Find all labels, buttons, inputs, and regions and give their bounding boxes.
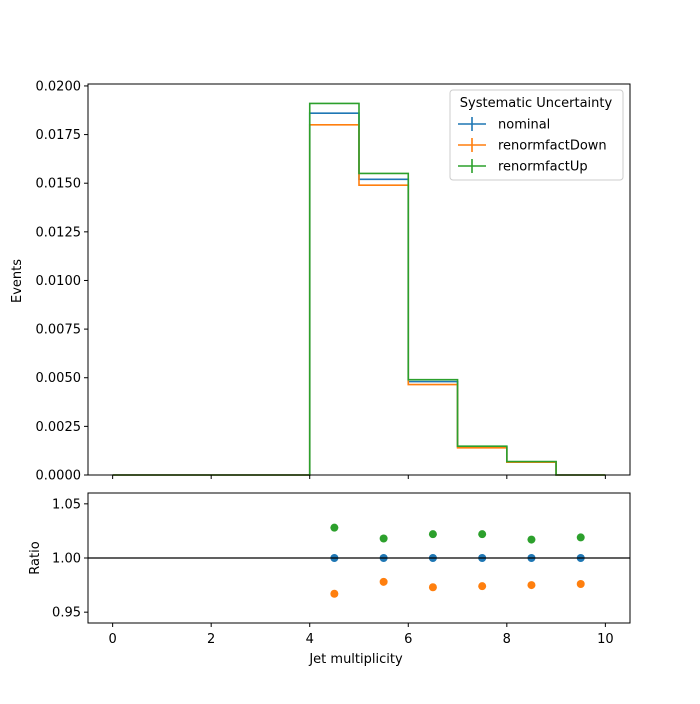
main-y-tick-label: 0.0150 [36, 177, 82, 192]
legend-label: renormfactUp [498, 160, 588, 175]
ratio-point-renormfactDown [478, 582, 487, 591]
main-y-tick-label: 0.0050 [36, 371, 82, 386]
ratio-y-tick-label: 1.05 [52, 497, 81, 512]
main-y-tick-label: 0.0175 [36, 128, 82, 143]
main-axes-frame [87, 83, 631, 476]
x-axis-label: Jet multiplicity [308, 652, 403, 667]
ratio-y-tick-label: 0.95 [52, 606, 81, 621]
ratio-y-axis-label: Ratio [28, 541, 43, 574]
legend-title: Systematic Uncertainty [460, 96, 613, 111]
x-tick-label: 4 [306, 632, 314, 647]
ratio-point-renormfactDown [576, 580, 585, 588]
main-y-tick-label: 0.0025 [36, 420, 82, 435]
main-y-axis-ticks: 0.0000 0.0025 0.0050 0.0075 0.0100 0.0125 0.01… [36, 79, 88, 484]
ratio-points [330, 523, 585, 598]
legend-entries: nominal renormfactDown renormfactUp [458, 117, 607, 175]
ratio-point-renormfactUp [478, 530, 487, 539]
legend-entry-renormfactDown: renormfactDown [458, 138, 607, 154]
x-tick-label: 10 [597, 632, 614, 647]
ratio-point-renormfactUp [527, 535, 536, 544]
ratio-point-renormfactDown [330, 589, 339, 598]
legend-entry-renormfactUp: renormfactUp [458, 159, 588, 175]
main-y-tick-label: 0.0100 [36, 274, 82, 289]
ratio-y-axis-ticks: 0.95 1.00 1.05 [52, 497, 88, 621]
ratio-point-renormfactUp [379, 534, 388, 543]
ratio-point-renormfactUp [330, 523, 339, 532]
ratio-point-renormfactUp [576, 533, 585, 542]
x-tick-label: 0 [108, 632, 116, 647]
ratio-x-axis-ticks: 0 2 4 6 8 10 [108, 623, 614, 647]
main-panel: 0.0000 0.0025 0.0050 0.0075 0.0100 0.0125 0.01… [10, 79, 631, 484]
main-y-tick-label: 0.0200 [36, 79, 82, 94]
main-y-axis-label: Events [10, 259, 25, 303]
main-y-tick-label: 0.0000 [36, 469, 82, 484]
ratio-point-renormfactDown [379, 577, 388, 586]
main-y-tick-label: 0.0075 [36, 323, 82, 338]
ratio-panel: 0.95 1.00 1.05 0 2 4 6 8 10 Ratio Jet multiplic… [28, 492, 631, 667]
x-tick-label: 6 [404, 632, 412, 647]
legend: Systematic Uncertainty nominal renormfact… [449, 89, 624, 181]
main-x-axis-ticks [112, 475, 606, 479]
ratio-point-renormfactDown [428, 583, 437, 592]
main-y-tick-label: 0.0125 [36, 225, 82, 240]
x-tick-label: 8 [503, 632, 511, 647]
x-tick-label: 2 [207, 632, 215, 647]
legend-label: renormfactDown [498, 139, 607, 154]
ratio-y-tick-label: 1.00 [52, 552, 81, 567]
legend-label: nominal [498, 118, 550, 133]
legend-box [449, 89, 624, 181]
legend-entry-nominal: nominal [458, 117, 550, 133]
ratio-point-renormfactUp [428, 530, 437, 539]
ratio-point-renormfactDown [527, 581, 536, 590]
